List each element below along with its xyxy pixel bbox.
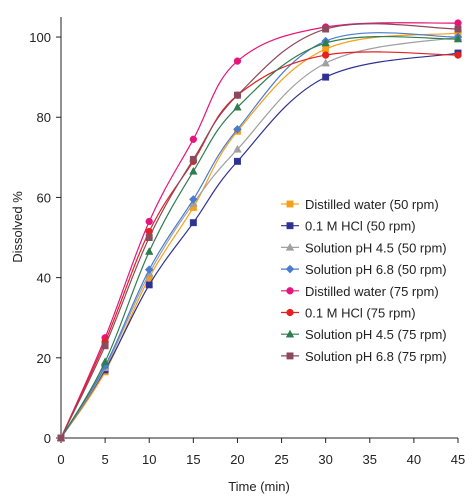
- data-point: [233, 57, 242, 65]
- series-layer: [56, 19, 463, 443]
- legend-item: Distilled water (75 rpm): [281, 284, 439, 299]
- legend-item: 0.1 M HCl (50 rpm): [281, 219, 416, 234]
- series-line: [60, 32, 459, 439]
- x-tick-label: 45: [451, 452, 465, 467]
- x-tick-label: 0: [57, 452, 64, 467]
- series-1: [57, 29, 462, 442]
- data-point: [454, 25, 462, 33]
- legend-item: Solution pH 6.8 (75 rpm): [281, 349, 447, 364]
- data-point: [101, 342, 109, 350]
- x-tick-label: 25: [274, 452, 288, 467]
- legend-item: Solution pH 4.5 (75 rpm): [281, 327, 447, 342]
- legend-label: Distilled water (75 rpm): [305, 284, 439, 299]
- data-point: [322, 45, 330, 53]
- legend-label: Solution pH 4.5 (75 rpm): [305, 327, 447, 342]
- y-tick-label: 80: [37, 110, 51, 125]
- legend-label: Solution pH 4.5 (50 rpm): [305, 240, 447, 255]
- data-point: [189, 155, 197, 163]
- series-line: [60, 32, 459, 439]
- data-point: [100, 357, 110, 366]
- legend-item: 0.1 M HCl (75 rpm): [281, 306, 416, 321]
- legend-item: Solution pH 6.8 (50 rpm): [281, 262, 447, 277]
- ticks: 0 5 10 15 20 25 30 35 40 45 0 20 40 60 80 100: [29, 30, 465, 467]
- series-3: [56, 32, 463, 442]
- data-point: [189, 135, 197, 143]
- series-7: [56, 34, 463, 442]
- data-point: [233, 144, 242, 153]
- legend-marker: [286, 287, 294, 295]
- legend-label: Solution pH 6.8 (50 rpm): [305, 262, 447, 277]
- legend-marker: [286, 200, 294, 208]
- data-point: [233, 91, 241, 99]
- legend-label: 0.1 M HCl (75 rpm): [305, 306, 416, 321]
- x-tick-label: 10: [142, 452, 156, 467]
- legend-marker: [286, 352, 294, 360]
- data-point: [453, 34, 463, 43]
- series-line: [60, 36, 459, 439]
- data-point: [145, 281, 153, 289]
- data-point: [57, 434, 65, 442]
- y-tick-label: 100: [29, 30, 51, 45]
- legend-marker: [285, 264, 295, 274]
- data-point: [321, 58, 330, 67]
- axes: [60, 17, 458, 439]
- data-point: [145, 234, 153, 241]
- data-point: [454, 19, 462, 27]
- legend-marker: [286, 222, 294, 230]
- x-tick-label: 15: [186, 452, 200, 467]
- x-axis-title: Time (min): [228, 479, 290, 494]
- legend: Distilled water (50 rpm) 0.1 M HCl (50 rp…: [281, 197, 447, 364]
- data-point: [144, 265, 154, 274]
- data-point: [233, 124, 242, 134]
- x-tick-label: 35: [363, 452, 377, 467]
- data-point: [322, 51, 330, 59]
- legend-label: Solution pH 6.8 (75 rpm): [305, 349, 447, 364]
- y-tick-label: 20: [37, 351, 51, 366]
- data-point: [145, 217, 153, 226]
- data-point: [321, 38, 330, 47]
- legend-label: 0.1 M HCl (50 rpm): [305, 219, 416, 234]
- series-8: [57, 23, 462, 442]
- y-tick-label: 40: [37, 271, 51, 286]
- y-tick-label: 0: [44, 431, 51, 446]
- y-axis-title: Dissolved %: [10, 191, 25, 263]
- legend-marker: [285, 329, 295, 338]
- data-point: [233, 102, 242, 111]
- legend-label: Distilled water (50 rpm): [305, 197, 439, 212]
- legend-item: Distilled water (50 rpm): [281, 197, 439, 212]
- legend-item: Solution pH 4.5 (50 rpm): [281, 240, 447, 255]
- data-point: [454, 51, 462, 59]
- data-point: [322, 25, 330, 33]
- legend-marker: [285, 242, 295, 251]
- data-point: [322, 73, 330, 81]
- data-point: [189, 219, 197, 227]
- y-tick-label: 60: [37, 190, 51, 205]
- x-tick-label: 40: [407, 452, 421, 467]
- data-point: [145, 247, 154, 255]
- data-point: [233, 157, 241, 165]
- data-point: [188, 195, 198, 204]
- x-tick-label: 5: [101, 452, 108, 467]
- data-point: [189, 166, 198, 175]
- x-tick-label: 20: [230, 452, 244, 467]
- x-tick-label: 30: [318, 452, 332, 467]
- series-line: [60, 35, 459, 439]
- legend-marker: [286, 308, 294, 317]
- series-4: [56, 32, 463, 443]
